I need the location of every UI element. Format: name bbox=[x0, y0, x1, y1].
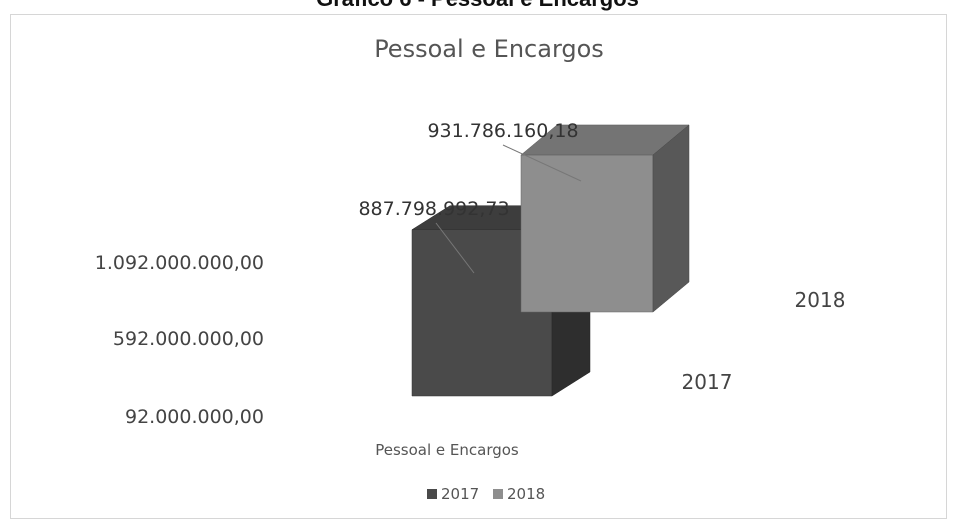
data-label-2018: 931.786.160,18 bbox=[427, 120, 578, 142]
depth-label-2018: 2018 bbox=[795, 288, 846, 312]
leader-line-2017 bbox=[435, 222, 475, 274]
legend-label-2017: 2017 bbox=[441, 485, 479, 503]
y-axis-ticks: 92.000.000,00 592.000.000,00 1.092.000.000… bbox=[95, 252, 264, 428]
chart-svg: Pessoal e Encargos 92.000.000,00 592.000.… bbox=[95, 35, 846, 503]
legend: 2017 2018 bbox=[427, 485, 545, 503]
data-labels: 887.798.992,73 931.786.160,18 bbox=[358, 120, 582, 274]
y-tick-label: 92.000.000,00 bbox=[125, 406, 264, 428]
bars bbox=[411, 124, 690, 397]
category-label: Pessoal e Encargos bbox=[375, 441, 519, 459]
chart-title: Pessoal e Encargos bbox=[374, 35, 604, 63]
chart-frame: Pessoal e Encargos 92.000.000,00 592.000.… bbox=[10, 14, 947, 519]
depth-label-2017: 2017 bbox=[682, 370, 733, 394]
data-label-2017: 887.798.992,73 bbox=[358, 198, 509, 220]
y-tick-label: 592.000.000,00 bbox=[113, 328, 264, 350]
figure-heading: Gráfico 6 - Pessoal e Encargos bbox=[0, 0, 955, 12]
bar-front-2018 bbox=[520, 154, 654, 313]
legend-label-2018: 2018 bbox=[507, 485, 545, 503]
legend-swatch-2018 bbox=[493, 489, 503, 499]
leader-line-2018 bbox=[502, 144, 582, 182]
bar-2018 bbox=[520, 124, 690, 313]
legend-swatch-2017 bbox=[427, 489, 437, 499]
bar-side-2018 bbox=[652, 124, 690, 313]
y-tick-label: 1.092.000.000,00 bbox=[95, 252, 264, 274]
